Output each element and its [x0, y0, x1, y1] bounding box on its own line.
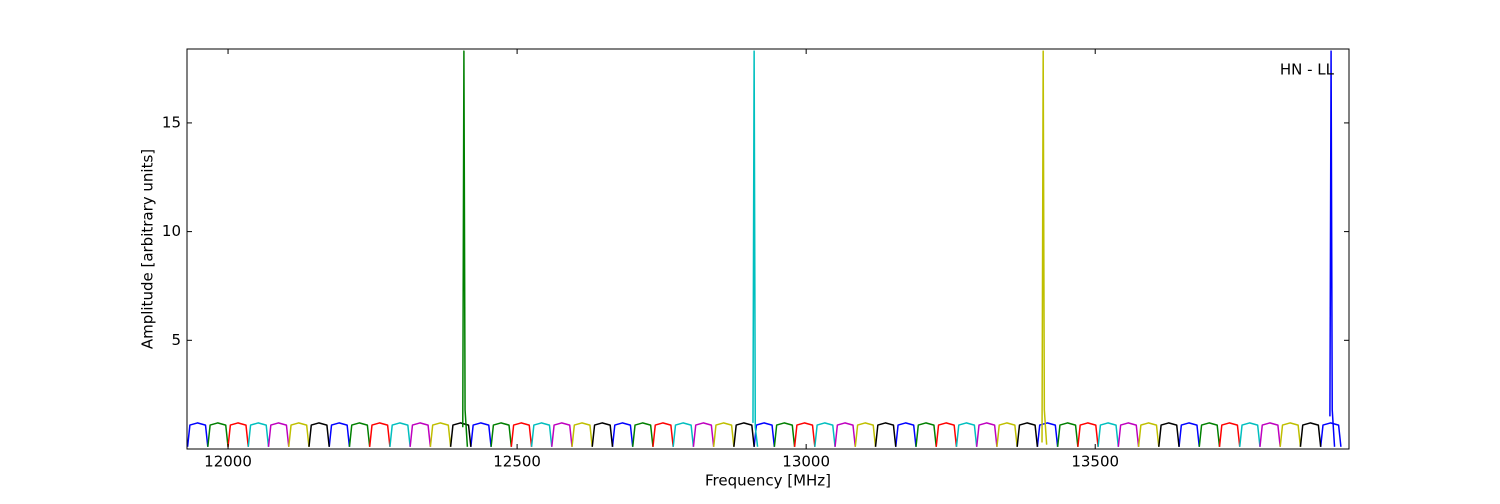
spectrum-line	[227, 422, 1241, 447]
y-tick-label: 5	[171, 331, 181, 349]
spectrum-line	[207, 422, 1221, 447]
spectrum-line	[288, 422, 1302, 447]
spectrum-line	[247, 422, 1261, 447]
spectrum-line	[267, 422, 1281, 447]
x-axis-label: Frequency [MHz]	[705, 472, 831, 490]
annotation: HN - LL	[1280, 61, 1335, 79]
plot-lines	[187, 50, 1342, 447]
y-tick-label: 15	[162, 113, 181, 131]
spectrum-line	[308, 422, 1322, 447]
spectrum-line	[752, 50, 759, 447]
y-tick-label: 10	[162, 222, 181, 240]
plot-frame	[186, 48, 1350, 450]
y-axis-label: Amplitude [arbitrary units]	[139, 149, 157, 349]
x-tick-label: 12500	[493, 453, 541, 471]
spectrum-line	[187, 422, 1342, 447]
spectrum-line	[1041, 50, 1048, 445]
spectrum-line	[1329, 50, 1336, 447]
x-tick-label: 13000	[782, 453, 830, 471]
x-tick-label: 12000	[204, 453, 252, 471]
x-tick-label: 13500	[1071, 453, 1119, 471]
spectrum-line	[462, 50, 469, 447]
